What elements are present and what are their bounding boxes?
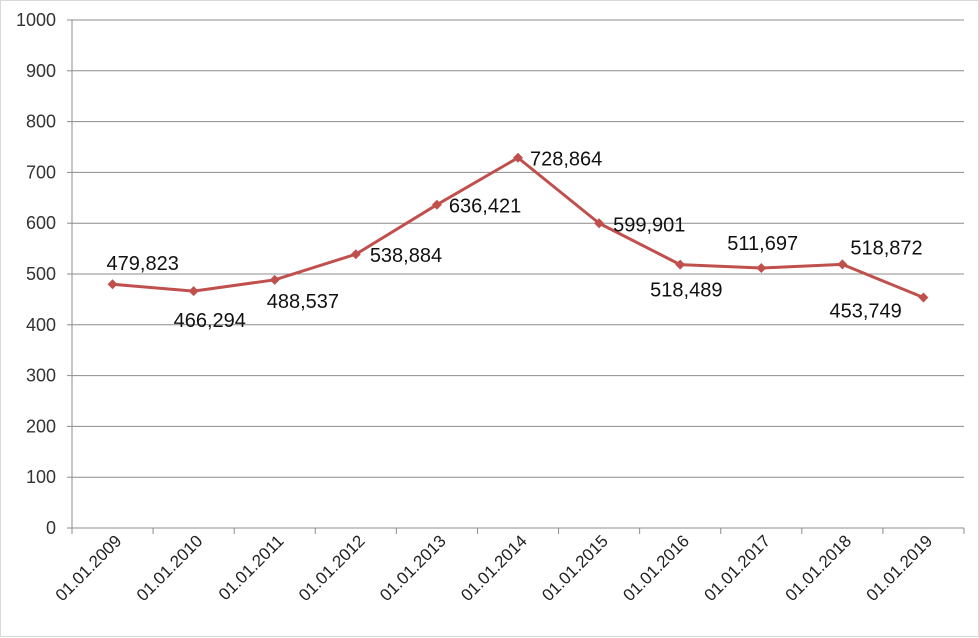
data-label: 453,749	[829, 300, 901, 322]
y-tick-label: 700	[26, 162, 56, 182]
x-tick-label: 01.01.2019	[863, 531, 937, 605]
y-tick-label: 400	[26, 315, 56, 335]
y-axis-tick-labels: 0 100 200 300 400 500 600 700 800 900 1000	[16, 10, 56, 538]
x-tick-label: 01.01.2013	[376, 531, 450, 605]
data-point-marker	[675, 259, 686, 270]
data-label: 636,421	[449, 196, 521, 218]
y-tick-label: 600	[26, 213, 56, 233]
gridlines	[72, 19, 964, 478]
x-tick-label: 01.01.2010	[133, 531, 207, 605]
x-tick-label: 01.01.2014	[457, 531, 531, 605]
x-tick-label: 01.01.2011	[215, 531, 288, 604]
data-label: 518,489	[650, 280, 722, 302]
data-label: 466,294	[174, 310, 246, 332]
x-tick-label: 01.01.2018	[782, 531, 856, 605]
data-label: 488,537	[267, 291, 339, 313]
y-tick-label: 900	[26, 61, 56, 81]
data-point-marker	[918, 292, 929, 303]
data-point-marker	[594, 218, 605, 229]
data-label: 728,864	[530, 149, 602, 171]
data-point-marker	[350, 249, 361, 260]
data-point-marker	[269, 274, 280, 285]
y-tick-label: 0	[46, 518, 56, 538]
x-tick-label: 01.01.2015	[538, 531, 612, 605]
data-point-marker	[107, 279, 118, 290]
y-tick-label: 1000	[16, 10, 56, 30]
x-axis-tick-labels: 01.01.2009 01.01.2010 01.01.2011 01.01.2012…	[52, 531, 937, 605]
data-labels: 479,823 466,294 488,537 538,884 636,421 728,8…	[107, 149, 923, 332]
data-label: 479,823	[107, 253, 179, 275]
y-tick-label: 500	[26, 264, 56, 284]
data-point-marker	[513, 152, 523, 163]
data-point-marker	[188, 286, 199, 297]
series-1	[107, 152, 929, 303]
y-tick-label: 300	[26, 366, 56, 386]
data-label: 518,872	[850, 237, 922, 259]
data-point-marker	[756, 263, 767, 274]
data-label: 538,884	[370, 245, 442, 267]
y-tick-label: 100	[26, 467, 56, 487]
axes	[67, 19, 965, 534]
data-label: 511,697	[727, 233, 798, 255]
x-tick-label: 01.01.2012	[295, 531, 369, 605]
x-tick-label: 01.01.2017	[700, 531, 774, 605]
data-point-marker	[837, 259, 848, 270]
series-line	[112, 156, 925, 299]
y-tick-label: 800	[26, 112, 56, 132]
data-label: 599,901	[613, 214, 685, 236]
data-point-marker	[431, 199, 442, 210]
y-tick-label: 200	[26, 416, 56, 436]
x-tick-label: 01.01.2016	[619, 531, 693, 605]
x-tick-label: 01.01.2009	[52, 531, 126, 605]
